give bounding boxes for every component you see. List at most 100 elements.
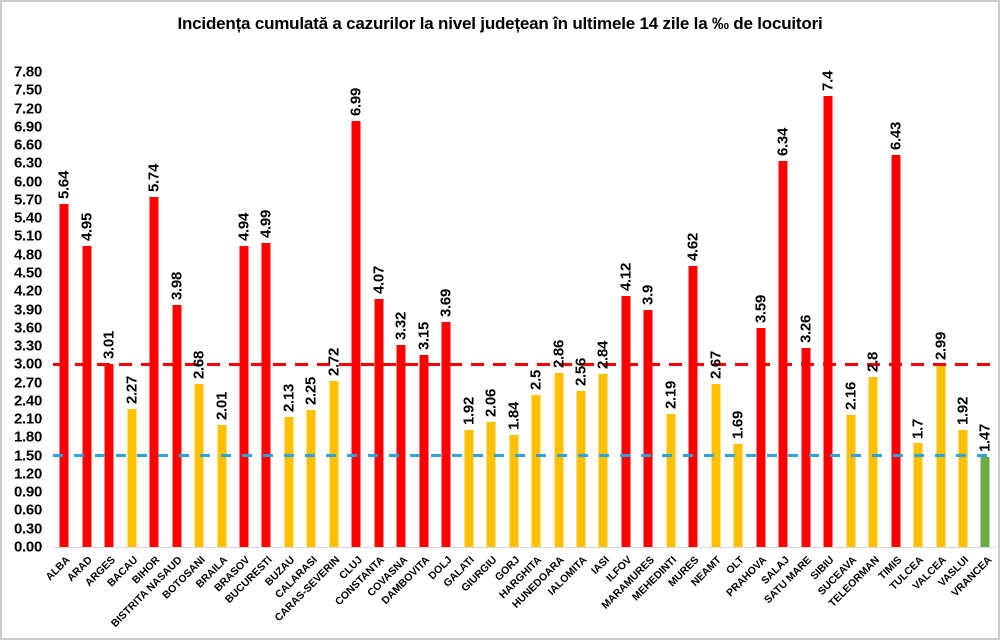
y-tick-label: 6.90	[14, 118, 42, 136]
y-tick-label: 3.90	[14, 301, 42, 318]
bar-value-label: 2.56	[572, 358, 590, 387]
bar-value-label: 4.94	[235, 213, 253, 242]
threshold-line-lower-threshold	[53, 454, 997, 458]
bar-satu-mare	[801, 348, 811, 547]
bar-value-label: 5.74	[145, 164, 163, 193]
bar-value-label: 3.15	[415, 322, 433, 351]
y-tick-label: 2.10	[14, 410, 42, 428]
y-tick-label: 4.20	[14, 282, 42, 300]
bar-column: 2.72 CARAS-SEVERIN	[272, 72, 345, 624]
bar-value-label: 2.06	[482, 388, 500, 417]
y-tick-label: 3.00	[14, 355, 42, 373]
bar-value-label: 4.99	[257, 210, 275, 239]
plot-area: 5.64 ALBA 4.95 ARAD 3.01 ARGES 2.27 BACAU 5.74 BI…	[44, 71, 997, 630]
bar-column: 3.98 BISTRITA NASAUD	[109, 72, 187, 630]
bar-value-label: 1.69	[729, 411, 747, 440]
chart-title: Incidența cumulată a cazurilor la nivel …	[177, 14, 823, 33]
bar-column: 4.62 MURES	[667, 72, 704, 590]
y-axis: 0.00 0.30 0.60 0.90 1.20 1.50 1.80 2.10 2.40 2.70…	[2, 64, 44, 556]
bar-column: 3.15 DAMBOVITA	[379, 72, 435, 607]
bar-ialomita	[576, 391, 586, 547]
bar-value-label: 2.19	[662, 380, 680, 409]
bar-value-label: 4.12	[617, 263, 635, 292]
bar-column: 2.84 IASI	[589, 72, 614, 577]
bar-bacau	[127, 408, 137, 547]
bar-gorj	[509, 434, 519, 547]
bar-suceava	[846, 415, 856, 547]
bar-value-label: 2.13	[280, 384, 298, 413]
bar-value-label: 7.4	[819, 71, 837, 92]
bar-calarasi	[306, 409, 316, 547]
bar-column: 2.27 BACAU	[105, 72, 142, 590]
bar-column: 3.9 MARAMURES	[599, 72, 659, 612]
bar-cluj	[351, 121, 361, 547]
bar-value-label: 1.84	[505, 401, 523, 430]
bar-column: 2.67 NEAMT	[689, 72, 727, 588]
bar-value-label: 2.16	[842, 382, 860, 411]
bar-value-label: 2.72	[325, 348, 343, 377]
bar-column: 6.99 CLUJ	[337, 72, 367, 582]
bar-mehedinti	[666, 413, 676, 547]
bar-value-label: 2.84	[594, 341, 612, 370]
bar-column: 2.25 CALARASI	[273, 72, 322, 601]
y-tick-label: 6.00	[14, 173, 42, 191]
bar-alba	[59, 203, 69, 547]
bar-column: 4.94 BRASOV	[212, 72, 255, 594]
bar-vrancea	[980, 457, 990, 547]
bar-column: 1.47 VRANCEA	[949, 72, 996, 599]
bar-column: 2.99 VALCEA	[911, 72, 951, 593]
y-tick-label: 1.80	[14, 428, 42, 446]
bar-salaj	[778, 160, 788, 547]
bar-value-label: 2.99	[932, 331, 950, 360]
bar-giurgiu	[486, 421, 496, 547]
y-tick-label: 2.70	[14, 374, 42, 392]
bar-column: 1.84 GORJ	[493, 72, 524, 584]
y-tick-label: 2.40	[14, 392, 42, 410]
y-tick-label: 1.20	[14, 465, 42, 483]
bar-value-label: 6.99	[347, 88, 365, 117]
bar-brasov	[239, 246, 249, 547]
bar-vaslui	[958, 430, 968, 547]
bar-column: 2.56 IALOMITA	[546, 72, 592, 598]
bar-value-label: 2.86	[550, 339, 568, 368]
y-tick-label: 1.50	[14, 447, 42, 465]
bar-column: 2.01 BRAILA	[193, 72, 232, 591]
bar-sibiu	[823, 96, 833, 547]
bar-column: 2.06 GIURGIU	[459, 72, 502, 595]
y-tick-label: 7.20	[14, 100, 42, 118]
bar-value-label: 1.47	[976, 424, 994, 453]
bar-prahova	[756, 328, 766, 547]
bar-value-label: 1.7	[909, 418, 927, 439]
bar-constanta	[374, 299, 384, 547]
bar-ilfov	[621, 296, 631, 547]
bar-column: 4.07 CONSTANTA	[333, 72, 390, 608]
bar-buzau	[284, 417, 294, 547]
bar-value-label: 3.32	[392, 311, 410, 340]
bar-mures	[688, 265, 698, 547]
bar-column: 2.16 SUCEAVA	[815, 72, 861, 597]
bar-column: 4.12 ILFOV	[604, 72, 637, 584]
bar-column: 2.13 BUZAU	[263, 72, 300, 588]
bar-maramures	[643, 309, 653, 547]
bar-column: 2.19 MEHEDINTI	[630, 72, 682, 604]
bar-value-label: 2.8	[864, 351, 882, 372]
y-tick-label: 5.40	[14, 209, 42, 227]
bar-teleorman	[868, 376, 878, 547]
bar-column: 5.74 BIHOR	[130, 72, 165, 586]
y-tick-label: 0.00	[14, 538, 42, 556]
bar-arad	[82, 245, 92, 547]
bar-harghita	[531, 394, 541, 547]
bar-olt	[733, 444, 743, 547]
bar-braila	[217, 424, 227, 547]
bar-column: 3.01 ARGES	[83, 72, 120, 589]
y-tick-label: 7.80	[14, 63, 42, 81]
bar-column: 3.59 PRAHOVA	[724, 72, 772, 599]
bar-value-label: 6.34	[774, 127, 792, 156]
bar-column: 3.32 COVASNA	[365, 72, 412, 599]
y-tick-label: 5.10	[14, 227, 42, 245]
bar-value-label: 2.68	[190, 350, 208, 379]
bar-column: 1.92 VASLUI	[936, 72, 974, 589]
bar-column: 3.69 DOLJ	[426, 72, 457, 582]
bar-dambovita	[419, 355, 429, 547]
